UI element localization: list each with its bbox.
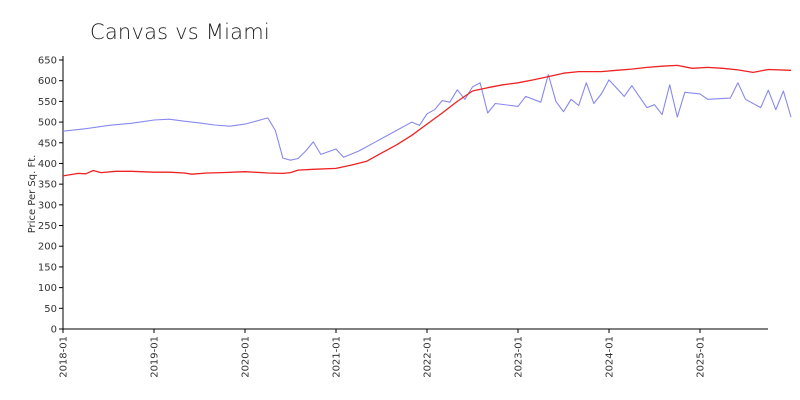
y-tick-label: 650 — [38, 56, 57, 67]
y-tick-label: 300 — [38, 200, 57, 211]
y-tick-label: 50 — [44, 304, 57, 315]
x-tick-label: 2020-01 — [241, 336, 252, 378]
y-tick-label: 150 — [38, 262, 57, 273]
y-tick-label: 600 — [38, 76, 57, 87]
x-tick-label: 2021-01 — [332, 336, 343, 378]
y-tick-label: 450 — [38, 138, 57, 149]
series-line-1 — [62, 73, 792, 161]
series-line-2 — [62, 64, 792, 177]
y-tick-label: 500 — [38, 118, 57, 129]
x-tick-label: 2022-01 — [423, 336, 434, 378]
x-tick-label: 2024-01 — [605, 336, 616, 378]
y-tick-label: 100 — [38, 283, 57, 294]
y-tick-label: 250 — [38, 221, 57, 232]
chart-title: Canvas vs Miami — [90, 20, 270, 44]
y-tick-label: 200 — [38, 242, 57, 253]
x-tick-label: 2018-01 — [59, 336, 70, 378]
axes: 0 50 100 150 200 250 300 350 400 450 500 550 600 650 2… — [38, 56, 768, 378]
y-tick-label: 400 — [38, 159, 57, 170]
y-axis-label: Price Per Sq. Ft. — [27, 155, 38, 234]
y-tick-label: 550 — [38, 97, 57, 108]
y-tick-label: 0 — [51, 325, 57, 336]
series-layer — [62, 64, 792, 177]
x-tick-label: 2025-01 — [696, 336, 707, 378]
x-tick-label: 2019-01 — [150, 336, 161, 378]
y-tick-label: 350 — [38, 180, 57, 191]
x-tick-label: 2023-01 — [514, 336, 525, 378]
